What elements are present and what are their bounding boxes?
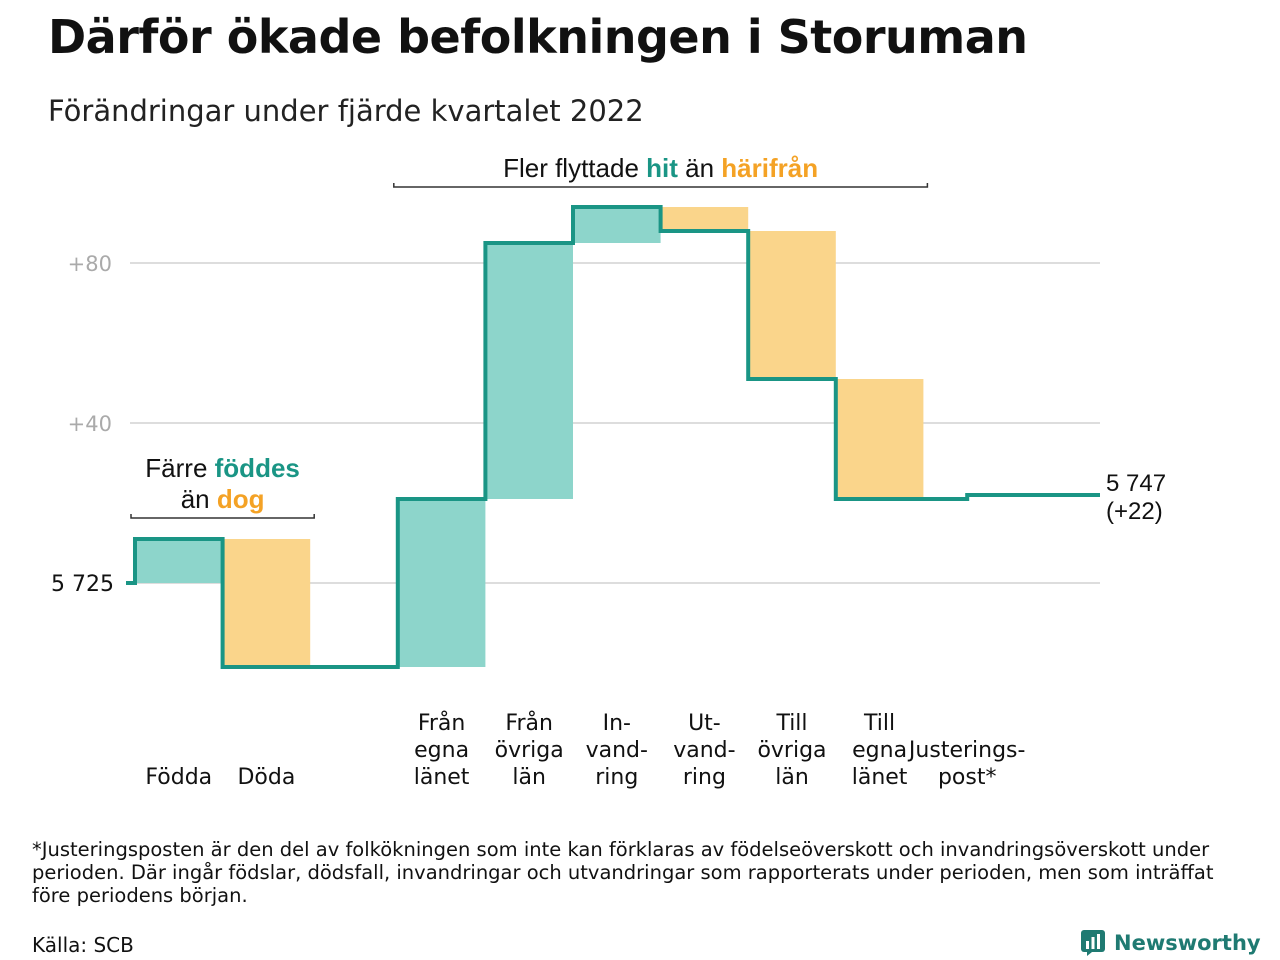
category-label: egna <box>852 738 907 763</box>
end-change-label: (+22) <box>1106 498 1163 525</box>
source-label: Källa: SCB <box>32 933 134 957</box>
brand-logo: Newsworthy <box>1080 928 1261 958</box>
annotation-span: Färre <box>145 453 214 483</box>
category-label: egna <box>414 738 469 763</box>
category-label: post* <box>938 765 997 790</box>
category-label: Födda <box>145 765 212 790</box>
category-label: länet <box>852 765 908 790</box>
chart-subtitle: Förändringar under fjärde kvartalet 2022 <box>48 94 644 128</box>
category-label: vand- <box>673 738 735 763</box>
waterfall-bar <box>660 207 749 231</box>
waterfall-bar <box>748 231 836 379</box>
annotation-span: än <box>678 153 721 183</box>
category-label: län <box>512 765 546 790</box>
end-value-label: 5 747 <box>1106 470 1166 497</box>
baseline-label: 5 725 <box>51 572 114 597</box>
category-label: Döda <box>237 765 295 790</box>
waterfall-bar <box>135 539 223 583</box>
waterfall-bar <box>835 379 924 499</box>
y-tick-label: +80 <box>68 252 112 276</box>
category-label: ring <box>683 765 726 790</box>
category-label: Justerings- <box>907 738 1026 763</box>
category-label: vand- <box>586 738 648 763</box>
annotation-text: Färre föddes <box>145 453 300 483</box>
y-tick-label: +40 <box>68 412 112 436</box>
category-label: Till <box>775 711 807 736</box>
category-label: Till <box>863 711 895 736</box>
population-step-line <box>126 205 1100 669</box>
category-label: länet <box>414 765 470 790</box>
category-label: län <box>775 765 809 790</box>
annotation-span: Fler flyttade <box>503 153 646 183</box>
annotation-text: än dog <box>181 484 265 514</box>
waterfall-bar <box>222 539 311 667</box>
annotation-bracket <box>393 183 929 188</box>
category-label: övriga <box>757 738 826 763</box>
category-label: Ut- <box>688 711 721 736</box>
waterfall-bar <box>485 243 573 499</box>
category-label: ring <box>595 765 638 790</box>
category-label: Från <box>505 710 553 736</box>
newsworthy-icon <box>1081 930 1105 956</box>
category-label: In- <box>603 711 631 736</box>
chart-title: Därför ökade befolkningen i Storuman <box>48 10 1028 64</box>
brand-name: Newsworthy <box>1114 931 1261 955</box>
annotation-bracket <box>130 514 315 519</box>
annotation-span: hit <box>646 153 678 183</box>
waterfall-bar <box>573 207 661 243</box>
annotation-span: härifrån <box>721 153 818 183</box>
category-label: Från <box>418 710 466 736</box>
annotation-span: dog <box>217 484 265 514</box>
category-label: övriga <box>495 738 564 763</box>
annotation-span: föddes <box>215 453 300 483</box>
annotation-span: än <box>181 484 217 514</box>
annotation-text: Fler flyttade hit än härifrån <box>503 153 818 183</box>
waterfall-bar <box>397 499 486 667</box>
footnote: *Justeringsposten är den del av folkökni… <box>32 838 1214 907</box>
